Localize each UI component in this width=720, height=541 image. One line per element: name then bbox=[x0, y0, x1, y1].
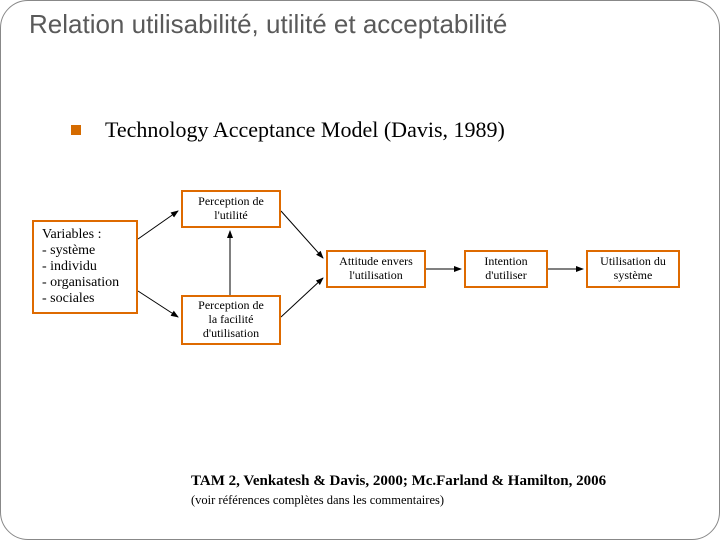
node-intention: Intentiond'utiliser bbox=[464, 250, 548, 288]
node-text: la facilité bbox=[209, 313, 254, 327]
slide-frame: Relation utilisabilité, utilité et accep… bbox=[0, 0, 720, 540]
node-facilite: Perception dela facilitéd'utilisation bbox=[181, 295, 281, 345]
node-attitude: Attitude enversl'utilisation bbox=[326, 250, 426, 288]
node-text: l'utilisation bbox=[349, 269, 403, 283]
node-text: - individu bbox=[42, 259, 97, 275]
edge-utilite-attitude bbox=[281, 211, 323, 258]
footer-note: (voir références complètes dans les comm… bbox=[191, 493, 444, 508]
node-text: Perception de bbox=[198, 195, 264, 209]
node-utilite: Perception del'utilité bbox=[181, 190, 281, 228]
bullet-text: Technology Acceptance Model (Davis, 1989… bbox=[105, 117, 505, 143]
bullet-row: Technology Acceptance Model (Davis, 1989… bbox=[71, 117, 505, 143]
bullet-square-icon bbox=[71, 125, 81, 135]
node-text: - système bbox=[42, 243, 95, 259]
node-text: Perception de bbox=[198, 299, 264, 313]
node-variables: Variables :- système- individu- organisa… bbox=[32, 220, 138, 314]
node-text: - organisation bbox=[42, 275, 119, 291]
slide-title: Relation utilisabilité, utilité et accep… bbox=[29, 9, 507, 40]
node-text: d'utiliser bbox=[485, 269, 527, 283]
node-text: système bbox=[614, 269, 653, 283]
node-text: Intention bbox=[484, 255, 527, 269]
node-text: - sociales bbox=[42, 291, 94, 307]
node-text: Attitude envers bbox=[339, 255, 413, 269]
node-text: l'utilité bbox=[214, 209, 248, 223]
footer-citation: TAM 2, Venkatesh & Davis, 2000; Mc.Farla… bbox=[191, 473, 606, 490]
node-text: d'utilisation bbox=[203, 327, 259, 341]
edge-variables-utilite bbox=[138, 211, 178, 239]
edge-variables-facilite bbox=[138, 291, 178, 317]
node-text: Utilisation du bbox=[600, 255, 666, 269]
node-text: Variables : bbox=[42, 227, 101, 243]
node-usage: Utilisation dusystème bbox=[586, 250, 680, 288]
edge-facilite-attitude bbox=[281, 278, 323, 317]
